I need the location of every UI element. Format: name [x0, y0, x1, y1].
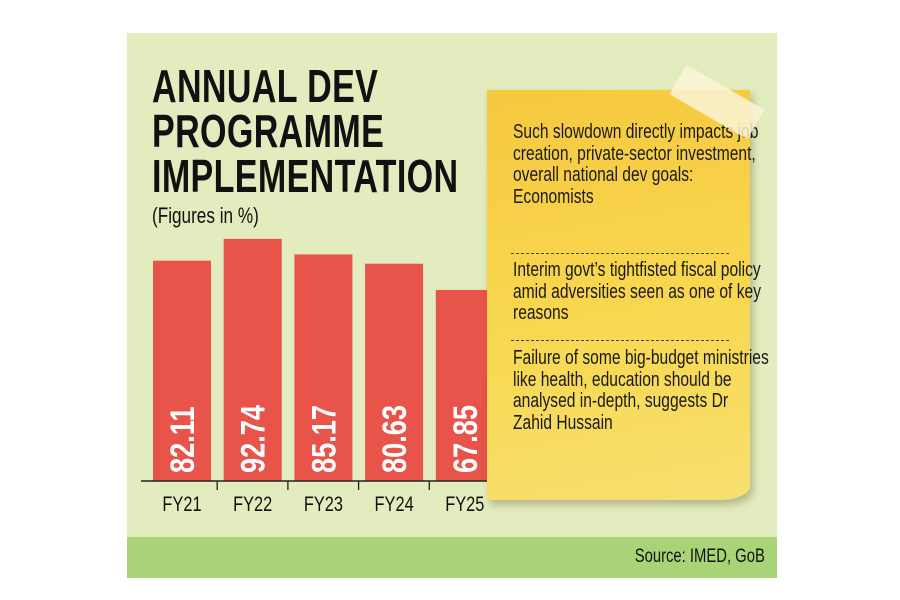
source-text: Source: IMED, GoB	[634, 546, 765, 567]
value-label: 80.63	[375, 405, 414, 473]
footer-bar: Source: IMED, GoB	[127, 537, 777, 578]
title-line-1: ANNUAL DEV	[152, 60, 379, 112]
infographic: ANNUAL DEV PROGRAMME IMPLEMENTATION (Fig…	[127, 33, 777, 578]
bar-fy25	[435, 289, 494, 481]
x-tick-label: FY21	[162, 492, 201, 515]
bar-fy21	[153, 260, 211, 481]
note-point-1: Such slowdown directly impacts job creat…	[513, 121, 759, 208]
note-point-2: Interim govt’s tightfisted fiscal policy…	[513, 259, 762, 324]
value-label: 92.74	[234, 405, 273, 473]
x-tick-label: FY22	[233, 492, 272, 515]
x-tick-label: FY25	[445, 492, 484, 515]
value-label: 82.11	[163, 406, 202, 473]
note-point-3: Failure of some big-budget ministries li…	[513, 347, 769, 434]
value-label: 85.17	[304, 405, 343, 473]
bar-chart: 82.11 FY21 92.74 FY22 85.17 FY23 80.63 FY24 67.8…	[141, 238, 502, 515]
note-divider	[511, 340, 729, 341]
x-tick-label: FY23	[304, 492, 343, 515]
chart-subtitle: (Figures in %)	[152, 203, 259, 228]
note-divider	[511, 253, 729, 254]
bar-fy22	[223, 238, 282, 481]
title-line-2: PROGRAMME	[152, 105, 385, 157]
sticky-note: Such slowdown directly impacts job creat…	[487, 90, 769, 500]
bar-fy24	[365, 263, 424, 481]
bar-fy23	[294, 254, 353, 481]
title-line-3: IMPLEMENTATION	[152, 150, 459, 202]
value-label: 67.85	[446, 405, 485, 473]
x-tick-label: FY24	[375, 492, 414, 515]
